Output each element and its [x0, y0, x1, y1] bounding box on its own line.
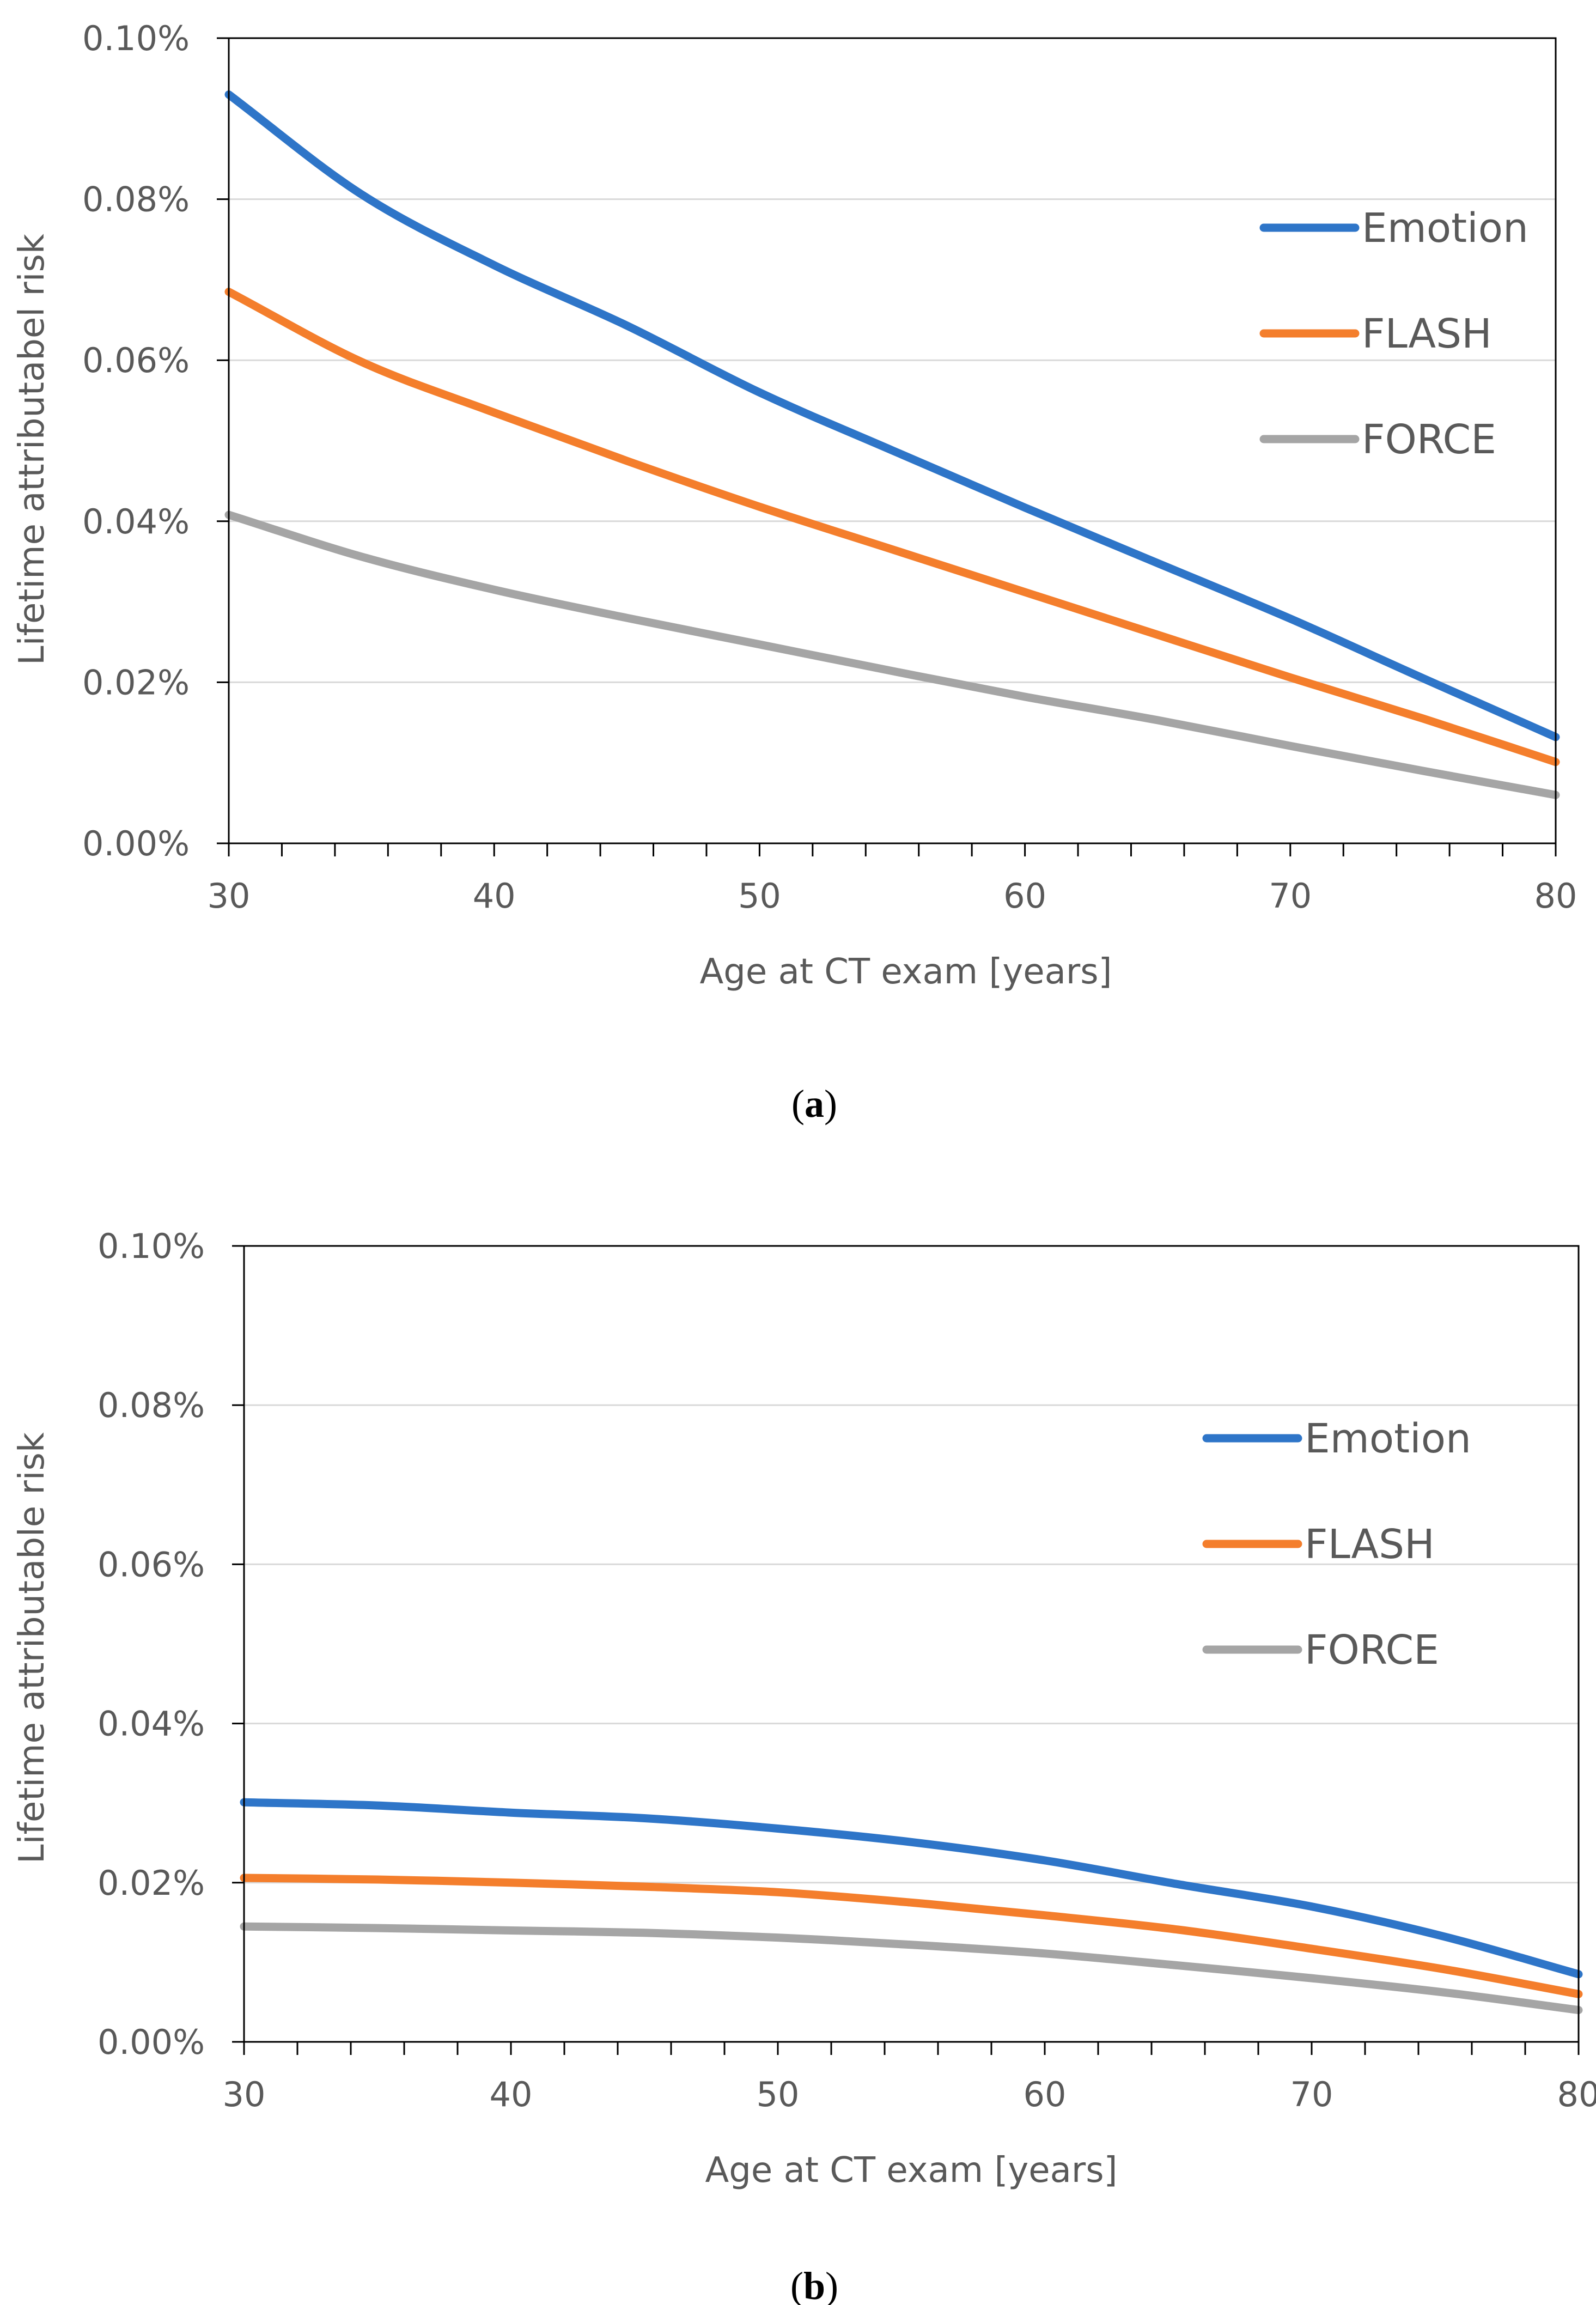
caption-a-open: (: [791, 1082, 805, 1126]
y-tick-label-b: 0.04%: [98, 1704, 205, 1744]
panel-b: 30 40 50 60 70 80 0.00% 0.02% 0.04% 0.06% 0.08% 0.1…: [12, 1226, 1596, 2305]
series-line-flash-b: [240, 1874, 1583, 1998]
legend-a: Emotion FLASH FORCE: [1259, 205, 1528, 463]
tick-labels-a: 30 40 50 60 70 80 0.00% 0.02% 0.04% 0.06% 0.08% 0.1…: [82, 19, 1577, 916]
y-tick-label-b: 0.06%: [98, 1544, 205, 1584]
series-line-force-a: [224, 510, 1560, 799]
caption-a-letter: a: [805, 1082, 824, 1126]
legend-label-emotion-a: Emotion: [1362, 205, 1528, 252]
x-tick-label-a: 70: [1269, 876, 1312, 916]
x-tick-label-b: 60: [1024, 2075, 1067, 2114]
y-tick-label-a: 0.02%: [82, 662, 190, 702]
series-lines-b: [240, 1798, 1583, 2015]
legend-label-force-b: FORCE: [1305, 1627, 1439, 1674]
x-tick-label-a: 60: [1003, 876, 1046, 916]
x-tick-label-a: 50: [738, 876, 781, 916]
x-tick-label-a: 80: [1534, 876, 1577, 916]
x-tick-label-b: 40: [490, 2075, 533, 2114]
axes-a: [217, 37, 1557, 856]
tick-labels-b: 30 40 50 60 70 80 0.00% 0.02% 0.04% 0.06% 0.08% 0.1…: [98, 1226, 1596, 2114]
x-axis-title-a: Age at CT exam [years]: [700, 952, 1112, 992]
y-tick-label-b: 0.00%: [98, 2022, 205, 2062]
caption-a: (a): [791, 1082, 837, 1126]
series-line-force-b: [240, 1922, 1583, 2015]
x-tick-label-b: 30: [223, 2075, 266, 2114]
x-tick-label-b: 80: [1557, 2075, 1596, 2114]
legend-label-emotion-b: Emotion: [1305, 1415, 1471, 1462]
y-axis-title-b: Lifetime attributable risk: [12, 1432, 52, 1864]
series-line-emotion-a: [224, 90, 1560, 741]
grid-lines-b: [244, 1245, 1579, 1884]
y-tick-label-a: 0.00%: [82, 824, 190, 863]
series-line-emotion-b: [240, 1798, 1583, 1979]
caption-b: (b): [790, 2264, 838, 2305]
caption-b-open: (: [790, 2264, 803, 2305]
y-tick-label-a: 0.10%: [82, 19, 190, 58]
x-tick-label-a: 40: [473, 876, 516, 916]
series-lines-a: [224, 90, 1560, 799]
y-tick-label-a: 0.06%: [82, 340, 190, 380]
y-tick-label-b: 0.10%: [98, 1226, 205, 1266]
legend-label-flash-a: FLASH: [1362, 311, 1492, 357]
panel-a: 30 40 50 60 70 80 0.00% 0.02% 0.04% 0.06% 0.08% 0.1…: [12, 19, 1577, 1126]
caption-a-close: ): [824, 1082, 837, 1126]
y-tick-label-b: 0.08%: [98, 1385, 205, 1425]
plot-frame-b: [243, 1245, 1580, 2043]
grid-lines-a: [229, 37, 1556, 683]
x-tick-label-b: 50: [757, 2075, 800, 2114]
y-tick-label-b: 0.02%: [98, 1863, 205, 1903]
y-tick-label-a: 0.04%: [82, 502, 190, 542]
legend-b: Emotion FLASH FORCE: [1202, 1415, 1471, 1674]
axes-b: [232, 1245, 1580, 2055]
x-axis-title-b: Age at CT exam [years]: [705, 2150, 1118, 2191]
x-tick-label-b: 70: [1290, 2075, 1333, 2114]
series-line-flash-a: [224, 288, 1560, 767]
legend-label-force-a: FORCE: [1362, 416, 1496, 463]
x-tick-label-a: 30: [208, 876, 251, 916]
caption-b-letter: b: [803, 2264, 825, 2305]
caption-b-close: ): [825, 2264, 838, 2305]
legend-label-flash-b: FLASH: [1305, 1521, 1435, 1568]
plot-frame-a: [228, 37, 1557, 844]
y-axis-title-a: Lifetime attributabel risk: [12, 234, 52, 665]
y-tick-label-a: 0.08%: [82, 180, 190, 220]
